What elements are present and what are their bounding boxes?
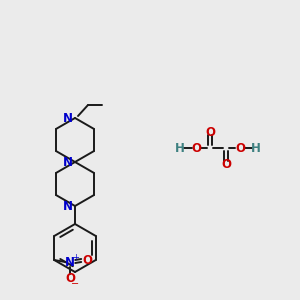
Text: O: O xyxy=(82,254,92,268)
Text: N: N xyxy=(63,112,73,124)
Text: H: H xyxy=(251,142,261,154)
Text: H: H xyxy=(175,142,185,154)
Text: +: + xyxy=(72,254,79,262)
Text: O: O xyxy=(221,158,231,170)
Text: O: O xyxy=(205,125,215,139)
Text: N: N xyxy=(63,200,73,212)
Text: −: − xyxy=(71,279,79,289)
Text: O: O xyxy=(191,142,201,154)
Text: O: O xyxy=(65,272,75,286)
Text: O: O xyxy=(235,142,245,154)
Text: N: N xyxy=(65,256,75,268)
Text: N: N xyxy=(63,155,73,169)
